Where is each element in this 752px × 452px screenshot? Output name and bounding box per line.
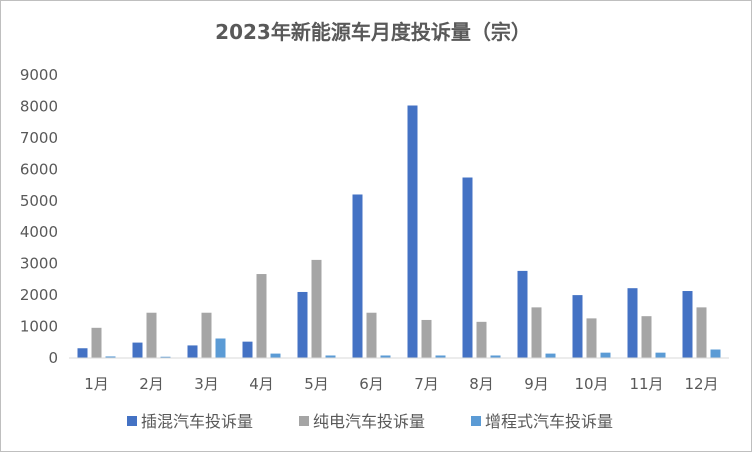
bar-series-1-2 (132, 342, 143, 358)
y-tick-label: 4000 (20, 223, 58, 241)
legend-swatch-2 (299, 416, 309, 426)
bar-series-2-2 (146, 312, 157, 358)
bar-series-3-4 (270, 353, 281, 358)
bars (77, 105, 721, 358)
y-tick-label: 7000 (20, 129, 58, 147)
bar-series-1-12 (682, 291, 693, 358)
legend-swatch-3 (471, 416, 481, 426)
legend: 插混汽车投诉量 纯电汽车投诉量 增程式汽车投诉量 (127, 412, 613, 431)
x-tick-label: 8月 (469, 375, 494, 393)
y-tick-label: 5000 (20, 192, 58, 210)
bar-series-2-4 (256, 274, 267, 358)
bar-series-3-6 (380, 355, 391, 358)
x-tick-label: 2月 (139, 375, 164, 393)
bar-series-3-10 (600, 352, 611, 358)
bar-series-3-2 (160, 356, 171, 358)
y-tick-label: 2000 (20, 286, 58, 304)
bar-series-1-11 (627, 288, 638, 358)
chart-title: 2023年新能源车月度投诉量（宗） (215, 20, 531, 44)
y-axis-ticks: 0 1000 2000 3000 4000 5000 6000 7000 8000 9000 (20, 66, 58, 367)
bar-series-1-9 (517, 270, 528, 358)
x-tick-label: 10月 (574, 375, 608, 393)
bar-series-3-3 (215, 338, 226, 358)
bar-series-1-5 (297, 291, 308, 358)
y-tick-label: 1000 (20, 318, 58, 336)
x-tick-label: 1月 (84, 375, 109, 393)
x-tick-label: 7月 (414, 375, 439, 393)
bar-series-2-11 (641, 316, 652, 358)
bar-series-3-11 (655, 352, 666, 358)
legend-label-1: 插混汽车投诉量 (141, 412, 253, 431)
legend-label-2: 纯电汽车投诉量 (313, 412, 425, 431)
y-tick-label: 3000 (20, 255, 58, 273)
x-tick-label: 3月 (194, 375, 219, 393)
bar-series-1-10 (572, 295, 583, 358)
bar-series-1-7 (407, 105, 418, 358)
bar-series-2-5 (311, 259, 322, 358)
bar-series-2-7 (421, 319, 432, 358)
x-tick-label: 12月 (684, 375, 718, 393)
bar-series-3-1 (105, 356, 116, 358)
x-tick-label: 11月 (629, 375, 663, 393)
y-tick-label: 6000 (20, 160, 58, 178)
legend-label-3: 增程式汽车投诉量 (485, 412, 613, 431)
bar-series-3-8 (490, 355, 501, 358)
bar-series-2-10 (586, 318, 597, 358)
x-axis-ticks: 1月 2月 3月 4月 5月 6月 7月 8月 9月 10月 11月 12月 (84, 375, 718, 393)
bar-series-2-6 (366, 312, 377, 358)
x-tick-label: 6月 (359, 375, 384, 393)
bar-series-1-3 (187, 345, 198, 358)
bar-series-1-1 (77, 348, 88, 358)
x-tick-label: 9月 (524, 375, 549, 393)
bar-series-2-8 (476, 321, 487, 358)
bar-series-1-6 (352, 194, 363, 358)
bar-series-2-9 (531, 307, 542, 358)
bar-series-3-5 (325, 355, 336, 358)
bar-series-1-4 (242, 341, 253, 358)
y-tick-label: 0 (48, 349, 58, 367)
y-tick-label: 9000 (20, 66, 58, 84)
bar-series-2-3 (201, 312, 212, 358)
bar-series-3-12 (710, 349, 721, 358)
y-tick-label: 8000 (20, 97, 58, 115)
bar-series-2-12 (696, 307, 707, 358)
x-tick-label: 5月 (304, 375, 329, 393)
legend-swatch-1 (127, 416, 137, 426)
bar-series-1-8 (462, 177, 473, 358)
bar-series-2-1 (91, 327, 102, 358)
bar-series-3-9 (545, 353, 556, 358)
bar-series-3-7 (435, 355, 446, 358)
x-tick-label: 4月 (249, 375, 274, 393)
